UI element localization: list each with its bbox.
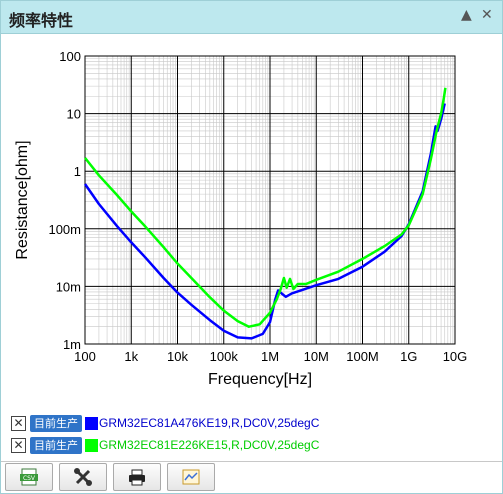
x-tick-label: 100 xyxy=(74,349,96,364)
x-tick-label: 1k xyxy=(124,349,138,364)
tools-icon xyxy=(74,468,92,486)
y-tick-label: 100 xyxy=(59,49,81,64)
x-tick-label: 10k xyxy=(167,349,188,364)
chart-toolbar: CSV xyxy=(5,463,221,491)
series-checkbox[interactable]: ✕ xyxy=(11,437,26,453)
close-icon[interactable]: ✕ xyxy=(481,7,493,23)
collapse-icon[interactable]: ▲ xyxy=(461,7,472,23)
legend-item: ✕ 目前生产 GRM32EC81A476KE19,R,DC0V,25degC xyxy=(11,414,319,432)
x-tick-label: 10M xyxy=(304,349,329,364)
toolbar-divider xyxy=(1,461,502,462)
x-axis-label: Frequency[Hz] xyxy=(208,371,312,388)
legend-item: ✕ 目前生产 GRM32EC81E226KE15,R,DC0V,25degC xyxy=(11,436,319,454)
y-tick-label: 10 xyxy=(67,107,81,122)
x-tick-label: 1G xyxy=(400,349,417,364)
x-tick-label: 1M xyxy=(261,349,279,364)
chart-image-button[interactable] xyxy=(167,463,215,491)
tools-button[interactable] xyxy=(59,463,107,491)
y-tick-label: 1 xyxy=(74,164,81,179)
frequency-resistance-chart: 100 1k 10k 100k 1M 10M 100M 1G 10G 100 10 1 100m 10m 1… xyxy=(14,49,468,388)
csv-export-icon: CSV xyxy=(20,468,38,486)
y-tick-label: 1m xyxy=(63,337,81,352)
series-checkbox[interactable]: ✕ xyxy=(11,415,26,431)
chart-image-icon xyxy=(182,469,200,485)
print-icon xyxy=(129,469,145,486)
y-axis-label: Resistance[ohm] xyxy=(14,140,31,259)
y-tick-label: 10m xyxy=(56,279,81,294)
x-tick-label: 100M xyxy=(346,349,379,364)
production-status-badge[interactable]: 目前生产 xyxy=(30,414,82,432)
y-tick-label: 100m xyxy=(48,222,81,237)
series-label[interactable]: GRM32EC81E226KE15,R,DC0V,25degC xyxy=(99,438,320,452)
series-color-swatch xyxy=(85,438,98,452)
x-tick-label: 10G xyxy=(443,349,468,364)
series-color-swatch xyxy=(85,416,98,430)
panel-header: 频率特性 ▲ ✕ xyxy=(1,1,502,34)
csv-icon-label: CSV xyxy=(23,475,36,482)
panel-title: 频率特性 xyxy=(9,11,74,30)
print-button[interactable] xyxy=(113,463,161,491)
series-line-2 xyxy=(84,87,447,328)
production-status-badge[interactable]: 目前生产 xyxy=(30,436,82,454)
x-tick-label: 100k xyxy=(210,349,239,364)
csv-export-button[interactable]: CSV xyxy=(5,463,53,491)
series-label[interactable]: GRM32EC81A476KE19,R,DC0V,25degC xyxy=(99,416,320,430)
